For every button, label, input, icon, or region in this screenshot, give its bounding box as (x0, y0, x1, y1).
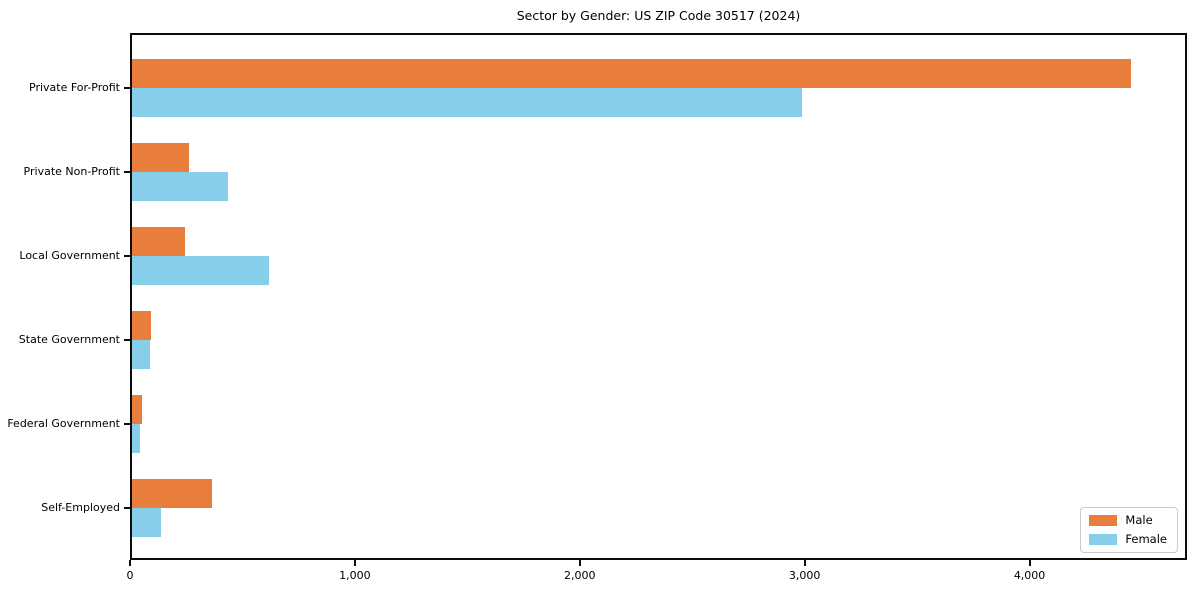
y-axis: Private For-Profit Private Non-Profit Loca… (0, 0, 130, 600)
legend-item-male: Male (1089, 514, 1167, 527)
bar-female-4 (132, 424, 140, 453)
y-tick-mark-3 (124, 339, 130, 341)
x-tick-label-0: 0 (126, 569, 134, 582)
x-tick-label-4: 4,000 (1013, 569, 1046, 582)
y-tick-label-3: State Government (18, 333, 120, 346)
x-tick-mark-1 (353, 560, 356, 566)
y-tick-mark-2 (124, 255, 130, 257)
bar-female-3 (132, 340, 150, 369)
y-tick-label-0: Private For-Profit (29, 81, 120, 94)
bars-layer (132, 35, 1185, 558)
bar-female-2 (132, 256, 269, 285)
legend-swatch-female (1089, 534, 1118, 545)
y-tick-mark-5 (124, 507, 130, 509)
bar-male-0 (132, 59, 1132, 88)
plot-area: Male Female (130, 33, 1187, 560)
y-tick-mark-0 (124, 87, 130, 89)
legend-item-female: Female (1089, 533, 1167, 546)
x-axis: 0 1,000 2,000 3,000 4,000 (126, 560, 1187, 590)
legend-label-female: Female (1125, 532, 1167, 546)
bar-female-1 (132, 172, 229, 201)
bar-male-3 (132, 311, 152, 340)
bar-male-1 (132, 143, 190, 172)
bar-female-5 (132, 508, 162, 537)
bar-male-4 (132, 395, 143, 424)
y-tick-label-1: Private Non-Profit (23, 165, 120, 178)
chart-title: Sector by Gender: US ZIP Code 30517 (202… (516, 8, 801, 23)
x-tick-mark-3 (803, 560, 806, 566)
bar-male-5 (132, 479, 212, 508)
x-tick-mark-4 (1028, 560, 1031, 566)
y-tick-label-4: Federal Government (7, 417, 120, 430)
x-tick-label-2: 2,000 (564, 569, 596, 582)
y-tick-label-5: Self-Employed (41, 501, 120, 514)
x-tick-mark-0 (129, 560, 131, 566)
legend-swatch-male (1089, 515, 1118, 526)
y-tick-mark-1 (124, 171, 130, 173)
y-tick-label-2: Local Government (19, 249, 120, 262)
legend-label-male: Male (1125, 513, 1153, 527)
x-tick-label-1: 1,000 (339, 569, 371, 582)
bar-female-0 (132, 88, 802, 117)
x-tick-mark-2 (578, 560, 581, 566)
x-tick-label-3: 3,000 (788, 569, 821, 582)
legend: Male Female (1080, 507, 1178, 553)
y-tick-mark-4 (124, 423, 130, 425)
bar-male-2 (132, 227, 185, 256)
